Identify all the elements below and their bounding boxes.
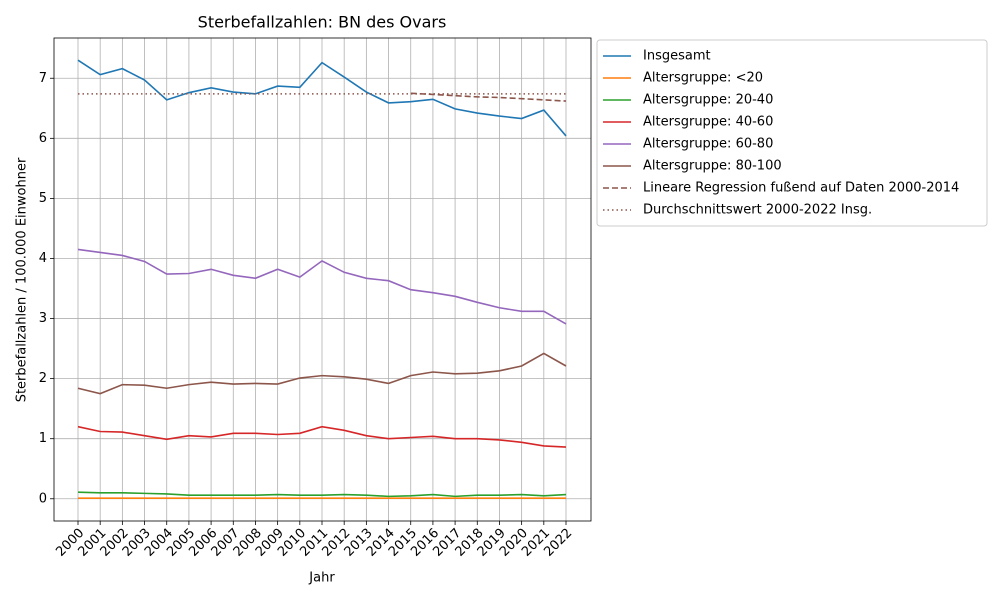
y-tick-label: 7 <box>39 71 47 86</box>
series-line <box>77 491 567 498</box>
legend-label: Altersgruppe: 80-100 <box>643 159 782 174</box>
legend-label: Durchschnittswert 2000-2022 Insg. <box>643 203 872 218</box>
plot-frame <box>53 37 592 522</box>
y-axis-label: Sterbefallzahlen / 100.000 Einwohner <box>15 157 30 402</box>
series-line <box>77 425 567 448</box>
y-tick-label: 2 <box>39 371 47 386</box>
y-tick-label: 5 <box>39 191 47 206</box>
series-line <box>77 248 567 325</box>
y-tick-label: 6 <box>39 131 47 146</box>
series-line <box>410 92 567 102</box>
legend-label: Altersgruppe: 40-60 <box>643 115 773 130</box>
y-tick-label: 3 <box>39 311 47 326</box>
x-axis-label: Jahr <box>308 571 335 586</box>
legend-label: Lineare Regression fußend auf Daten 2000… <box>643 181 959 196</box>
legend-label: Altersgruppe: 60-80 <box>643 137 773 152</box>
series-line <box>77 352 567 395</box>
legend-label: Insgesamt <box>643 49 711 64</box>
legend-label: Altersgruppe: 20-40 <box>643 93 773 108</box>
y-tick-label: 4 <box>39 251 47 266</box>
legend: Insgesamt Altersgruppe: <20 Altersgruppe: … <box>596 39 988 227</box>
y-tick-label: 1 <box>39 431 47 446</box>
y-tick-label: 0 <box>39 491 47 506</box>
chart-title: Sterbefallzahlen: BN des Ovars <box>198 13 447 32</box>
legend-label: Altersgruppe: <20 <box>643 71 763 86</box>
legend-box <box>596 39 988 227</box>
